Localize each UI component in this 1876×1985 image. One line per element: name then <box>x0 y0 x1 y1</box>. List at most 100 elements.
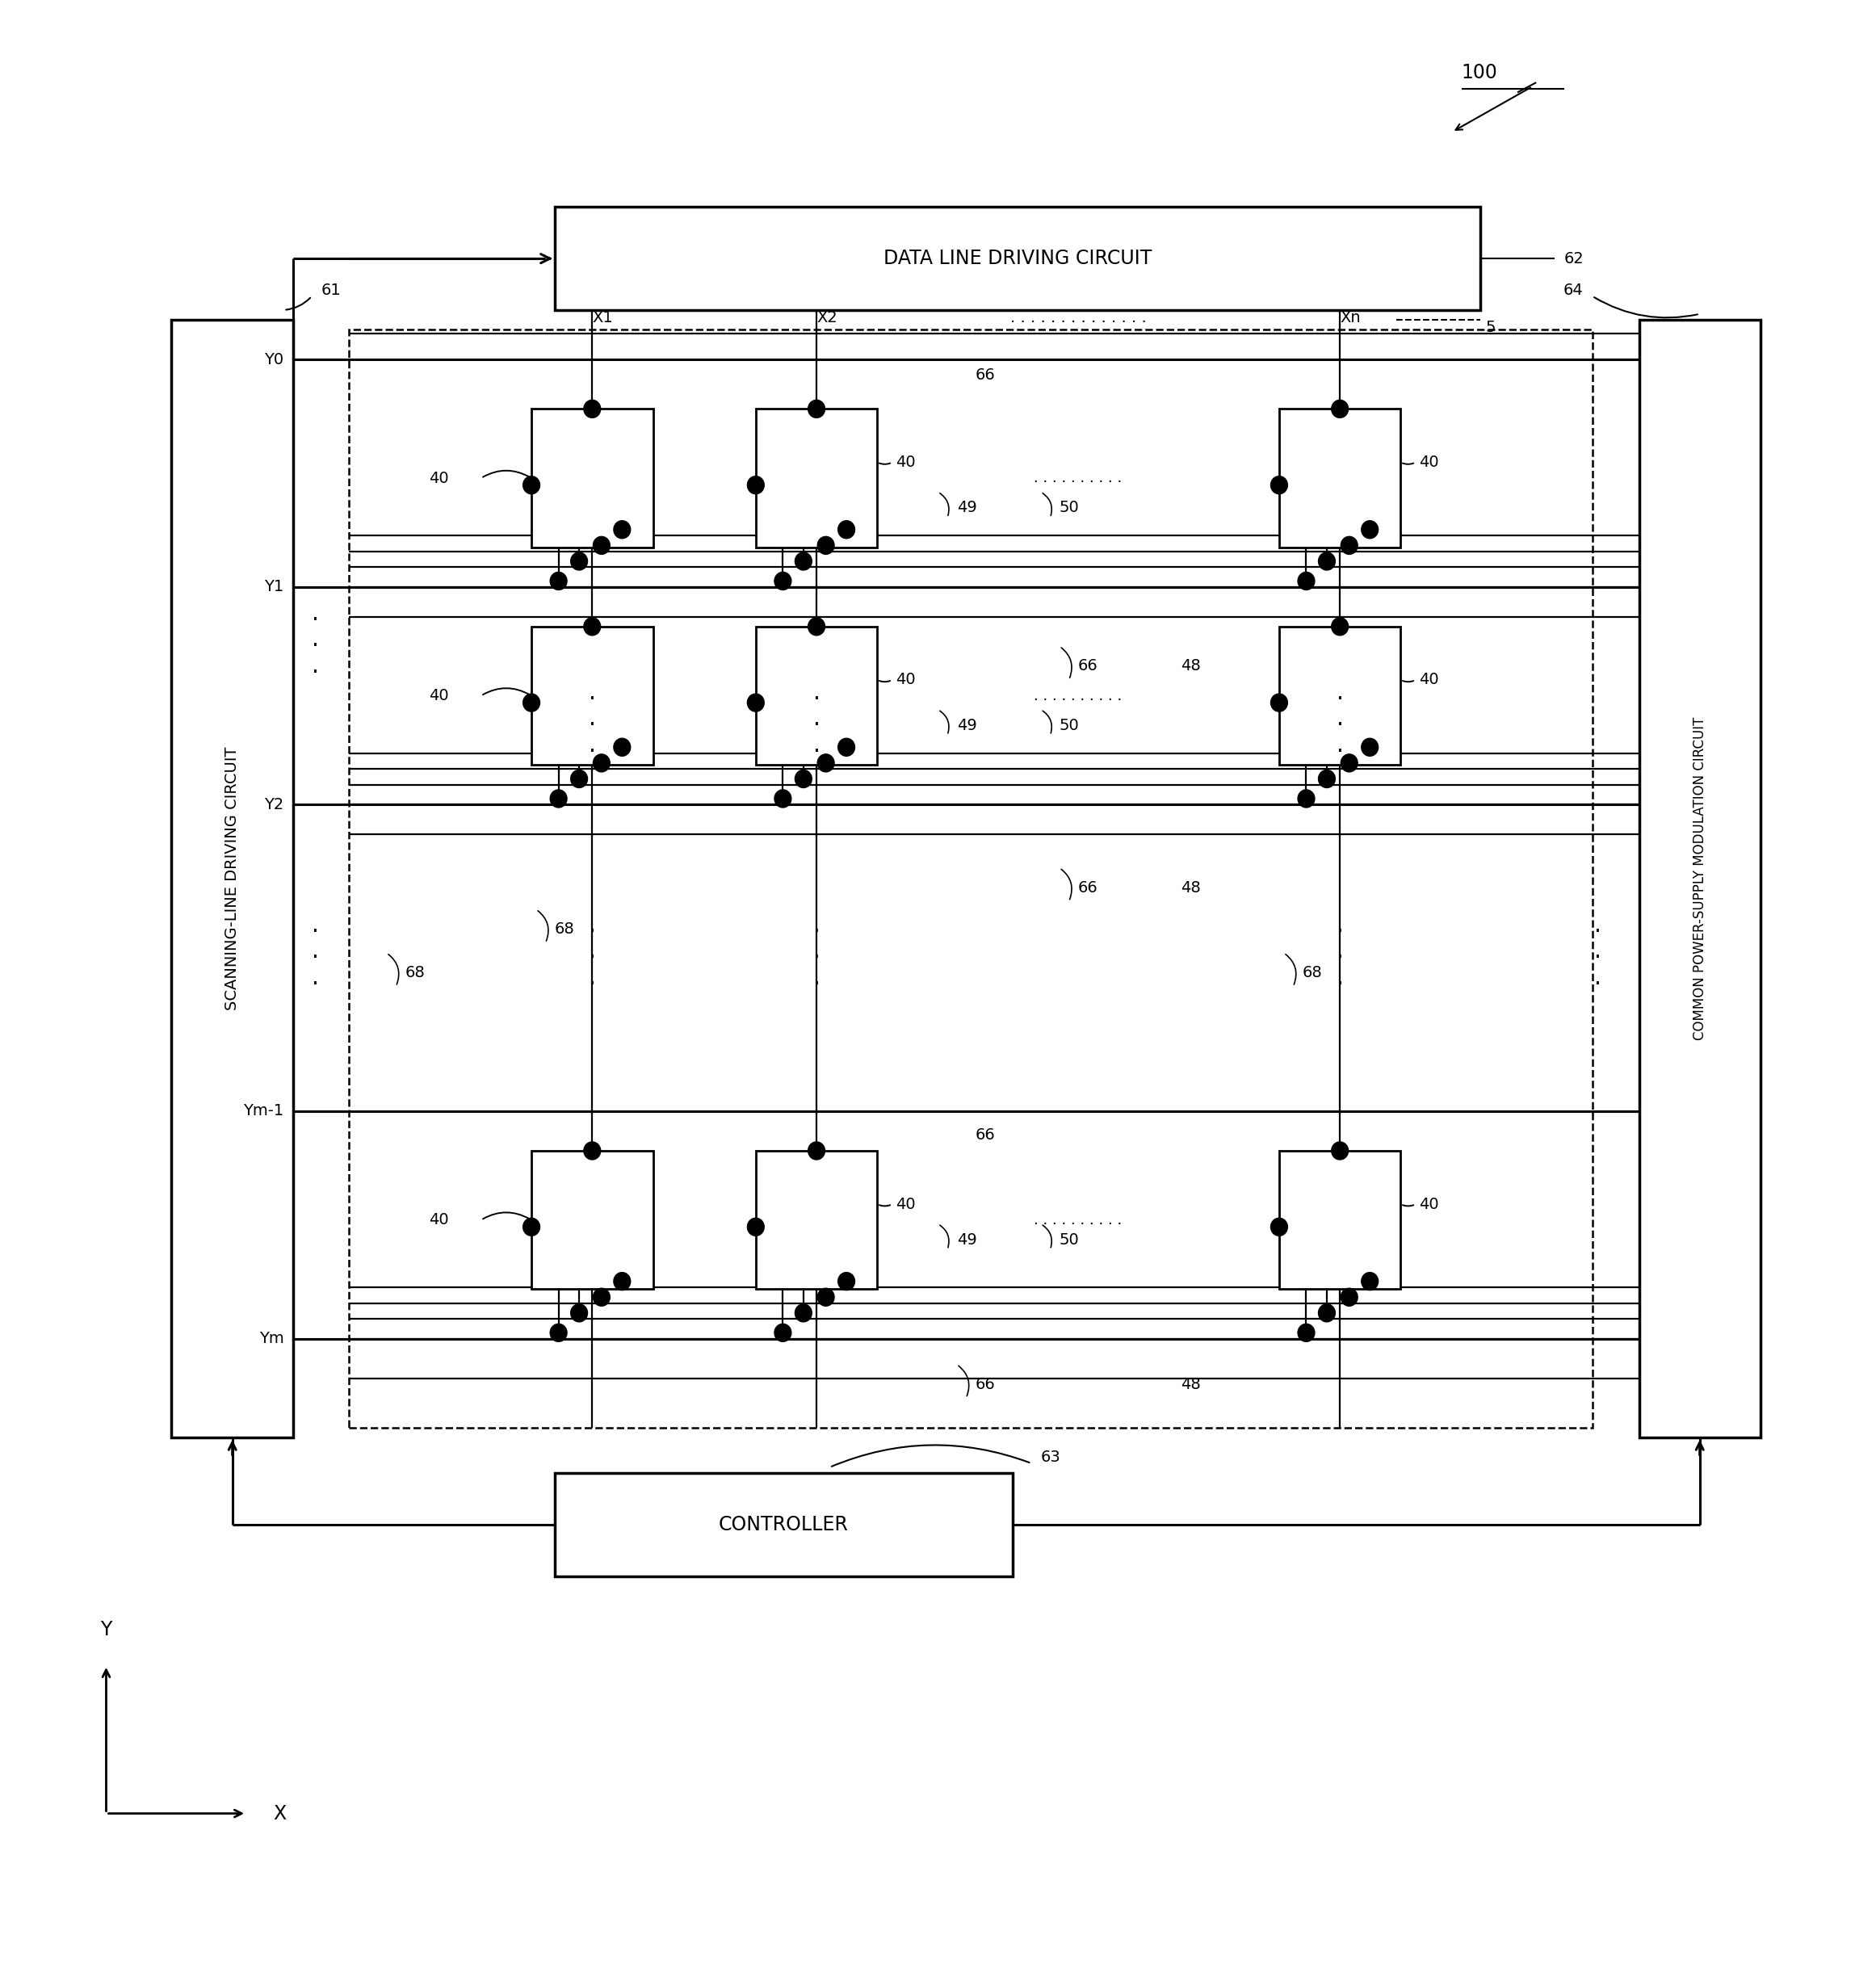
Circle shape <box>1270 476 1287 494</box>
Circle shape <box>747 1219 764 1237</box>
Circle shape <box>1319 552 1336 570</box>
Circle shape <box>795 770 812 788</box>
Text: 50: 50 <box>1060 1233 1079 1247</box>
Text: Y0: Y0 <box>265 351 283 367</box>
Text: 49: 49 <box>957 1233 977 1247</box>
Circle shape <box>775 790 792 808</box>
Bar <box>531 409 653 548</box>
Text: Ym: Ym <box>259 1332 283 1346</box>
Text: Y1: Y1 <box>265 580 283 596</box>
Text: COMMON POWER-SUPPLY MODULATION CIRCUIT: COMMON POWER-SUPPLY MODULATION CIRCUIT <box>1692 717 1707 1040</box>
Text: ·
·
·: · · · <box>1336 921 1343 994</box>
Circle shape <box>523 476 540 494</box>
Text: 68: 68 <box>405 965 426 981</box>
Circle shape <box>1362 738 1379 756</box>
Text: CONTROLLER: CONTROLLER <box>719 1515 848 1534</box>
Text: 48: 48 <box>1182 1376 1201 1391</box>
Circle shape <box>570 552 587 570</box>
Circle shape <box>570 1304 587 1322</box>
Bar <box>171 320 293 1437</box>
Text: 61: 61 <box>321 282 341 298</box>
Text: ·
·
·: · · · <box>1595 921 1602 994</box>
Circle shape <box>593 536 610 554</box>
Text: ·
·
·: · · · <box>589 689 597 762</box>
Text: ·
·
·: · · · <box>311 609 319 683</box>
Text: DATA LINE DRIVING CIRCUIT: DATA LINE DRIVING CIRCUIT <box>884 248 1152 268</box>
Text: 66: 66 <box>1079 659 1097 673</box>
Bar <box>555 206 1480 310</box>
Text: SCANNING-LINE DRIVING CIRCUIT: SCANNING-LINE DRIVING CIRCUIT <box>225 746 240 1010</box>
Text: 40: 40 <box>428 1213 448 1227</box>
Bar <box>1640 320 1760 1437</box>
Circle shape <box>613 738 630 756</box>
Text: ·
·
·: · · · <box>812 689 820 762</box>
Circle shape <box>593 754 610 772</box>
Circle shape <box>795 552 812 570</box>
Text: Ym-1: Ym-1 <box>244 1104 283 1120</box>
Circle shape <box>747 695 764 711</box>
Text: . . . . . . . . . . . . . .: . . . . . . . . . . . . . . <box>1009 310 1146 326</box>
Circle shape <box>523 695 540 711</box>
Circle shape <box>1319 770 1336 788</box>
Bar <box>531 627 653 764</box>
Text: ·
·
·: · · · <box>589 921 597 994</box>
Bar <box>555 1473 1013 1576</box>
Circle shape <box>613 1272 630 1290</box>
Bar <box>756 627 878 764</box>
Circle shape <box>613 520 630 538</box>
Text: 49: 49 <box>957 719 977 732</box>
Text: X1: X1 <box>593 310 613 326</box>
Text: X2: X2 <box>816 310 837 326</box>
Circle shape <box>583 401 600 417</box>
Text: 49: 49 <box>957 500 977 516</box>
Circle shape <box>523 1219 540 1237</box>
Text: 48: 48 <box>1182 879 1201 895</box>
Circle shape <box>839 738 855 756</box>
Circle shape <box>795 1304 812 1322</box>
Text: 40: 40 <box>897 673 915 687</box>
Text: 66: 66 <box>976 1376 996 1391</box>
Circle shape <box>1332 401 1349 417</box>
Text: 40: 40 <box>1420 1197 1439 1213</box>
Circle shape <box>809 617 825 635</box>
Circle shape <box>1341 1288 1358 1306</box>
Circle shape <box>1298 790 1315 808</box>
Text: 5: 5 <box>1486 320 1495 335</box>
Text: 50: 50 <box>1060 500 1079 516</box>
Text: . . . . . . . . . .: . . . . . . . . . . <box>1034 470 1122 486</box>
Circle shape <box>1332 1141 1349 1159</box>
Circle shape <box>775 1324 792 1342</box>
Circle shape <box>775 572 792 590</box>
Circle shape <box>1362 520 1379 538</box>
Text: ·
·
·: · · · <box>1336 689 1343 762</box>
Text: 68: 68 <box>1302 965 1323 981</box>
Text: 66: 66 <box>1079 879 1097 895</box>
Text: 40: 40 <box>897 1197 915 1213</box>
Text: 66: 66 <box>976 367 996 383</box>
Bar <box>756 409 878 548</box>
Circle shape <box>1341 754 1358 772</box>
Circle shape <box>839 1272 855 1290</box>
Circle shape <box>809 401 825 417</box>
Circle shape <box>550 572 567 590</box>
Circle shape <box>818 1288 835 1306</box>
Circle shape <box>818 536 835 554</box>
Text: ·
·
·: · · · <box>812 921 820 994</box>
Text: 40: 40 <box>1420 455 1439 470</box>
Text: Xn: Xn <box>1339 310 1360 326</box>
Circle shape <box>550 790 567 808</box>
Circle shape <box>818 754 835 772</box>
Text: Y2: Y2 <box>265 796 283 812</box>
Circle shape <box>1270 1219 1287 1237</box>
Text: 48: 48 <box>1182 659 1201 673</box>
Circle shape <box>593 1288 610 1306</box>
Text: 66: 66 <box>976 1127 996 1143</box>
Circle shape <box>583 617 600 635</box>
Circle shape <box>1298 1324 1315 1342</box>
Circle shape <box>1298 572 1315 590</box>
Text: 63: 63 <box>1041 1449 1060 1465</box>
Bar <box>1279 409 1401 548</box>
Circle shape <box>1362 1272 1379 1290</box>
Circle shape <box>809 1141 825 1159</box>
Bar <box>1279 627 1401 764</box>
